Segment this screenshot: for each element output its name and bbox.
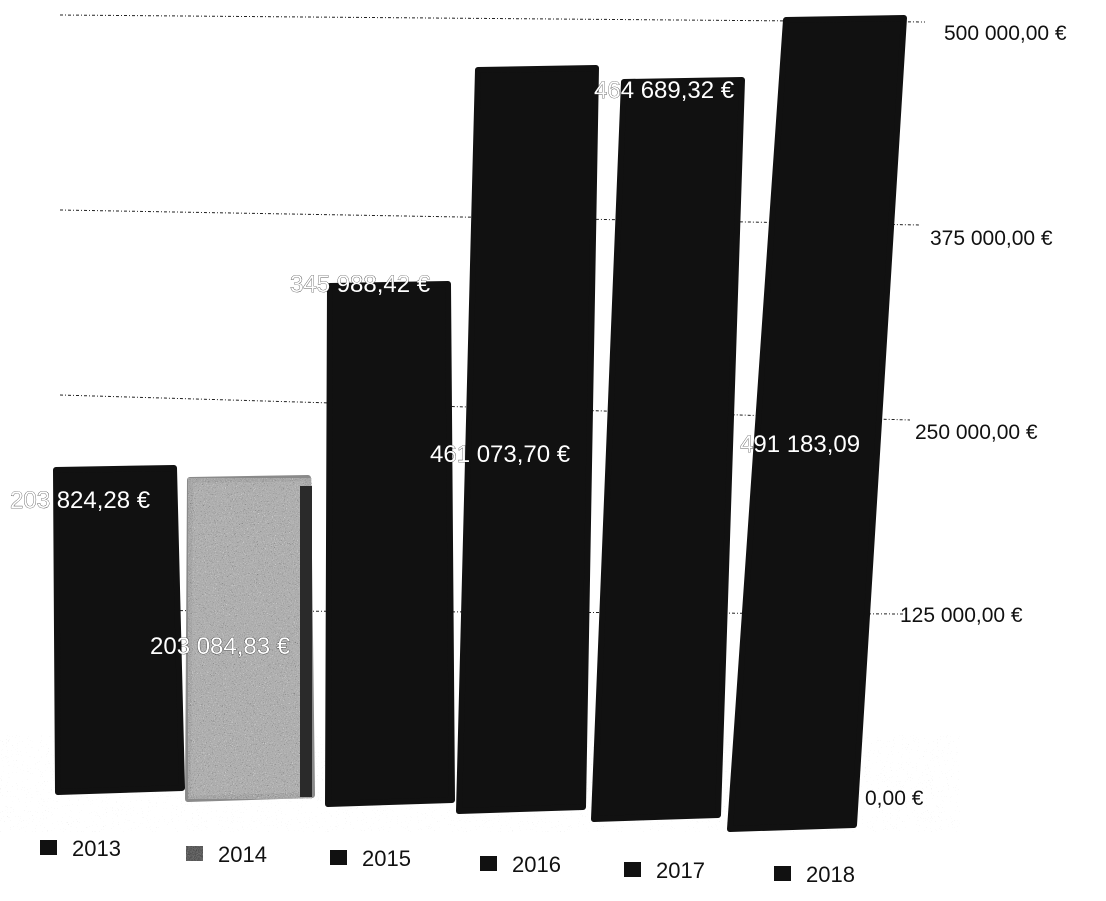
bar-body — [325, 281, 455, 807]
legend: 2013 2014 2015 2016 2017 2018 — [40, 836, 855, 887]
legend-label: 2014 — [218, 842, 267, 867]
bar-2017 — [591, 77, 745, 822]
legend-item-2014: 2014 — [186, 842, 267, 867]
data-label-2013: 203 824,28 € — [10, 487, 151, 514]
legend-item-2013: 2013 — [40, 836, 121, 861]
bar-2018 — [727, 15, 907, 832]
data-label-2014: 203 084,83 € — [150, 633, 291, 660]
bar-2013 — [53, 465, 185, 795]
legend-item-2017: 2017 — [624, 858, 705, 883]
bar-2016 — [456, 65, 599, 814]
legend-label: 2016 — [512, 852, 561, 877]
legend-label: 2018 — [806, 862, 855, 887]
legend-label: 2015 — [362, 846, 411, 871]
y-tick-label: 375 000,00 € — [930, 227, 1053, 250]
bars — [53, 15, 907, 832]
data-label-2015: 345 988,42 € — [290, 271, 431, 298]
legend-swatch-texture — [186, 846, 203, 861]
legend-swatch — [624, 862, 641, 877]
legend-swatch — [40, 840, 57, 855]
data-label-2018: 491 183,09 — [740, 431, 860, 458]
y-tick-label: 0,00 € — [865, 787, 924, 810]
y-axis: 0,00 € 125 000,00 € 250 000,00 € 375 000,00… — [865, 22, 1067, 810]
legend-swatch — [774, 866, 791, 881]
bar-body — [727, 15, 907, 832]
bar-texture — [188, 478, 312, 799]
gridline — [59, 14, 926, 23]
bar-body — [456, 65, 599, 814]
y-tick-label: 250 000,00 € — [915, 421, 1038, 444]
bar-side — [300, 486, 312, 797]
legend-swatch — [480, 856, 497, 871]
data-labels: 203 824,28 € 203 084,83 € 345 988,42 € 461 … — [10, 77, 861, 661]
legend-item-2016: 2016 — [480, 852, 561, 877]
y-tick-label: 500 000,00 € — [944, 22, 1067, 45]
data-label-2016: 461 073,70 € — [430, 441, 571, 468]
legend-item-2018: 2018 — [774, 862, 855, 887]
bar-2015 — [325, 281, 455, 807]
bar-body — [591, 77, 745, 822]
legend-label: 2013 — [72, 836, 121, 861]
legend-label: 2017 — [656, 858, 705, 883]
bar-body — [53, 465, 185, 795]
data-label-2017: 464 689,32 € — [594, 77, 735, 104]
legend-swatch — [330, 850, 347, 865]
y-tick-label: 125 000,00 € — [900, 604, 1023, 627]
legend-item-2015: 2015 — [330, 846, 411, 871]
bar-2014 — [185, 475, 315, 802]
